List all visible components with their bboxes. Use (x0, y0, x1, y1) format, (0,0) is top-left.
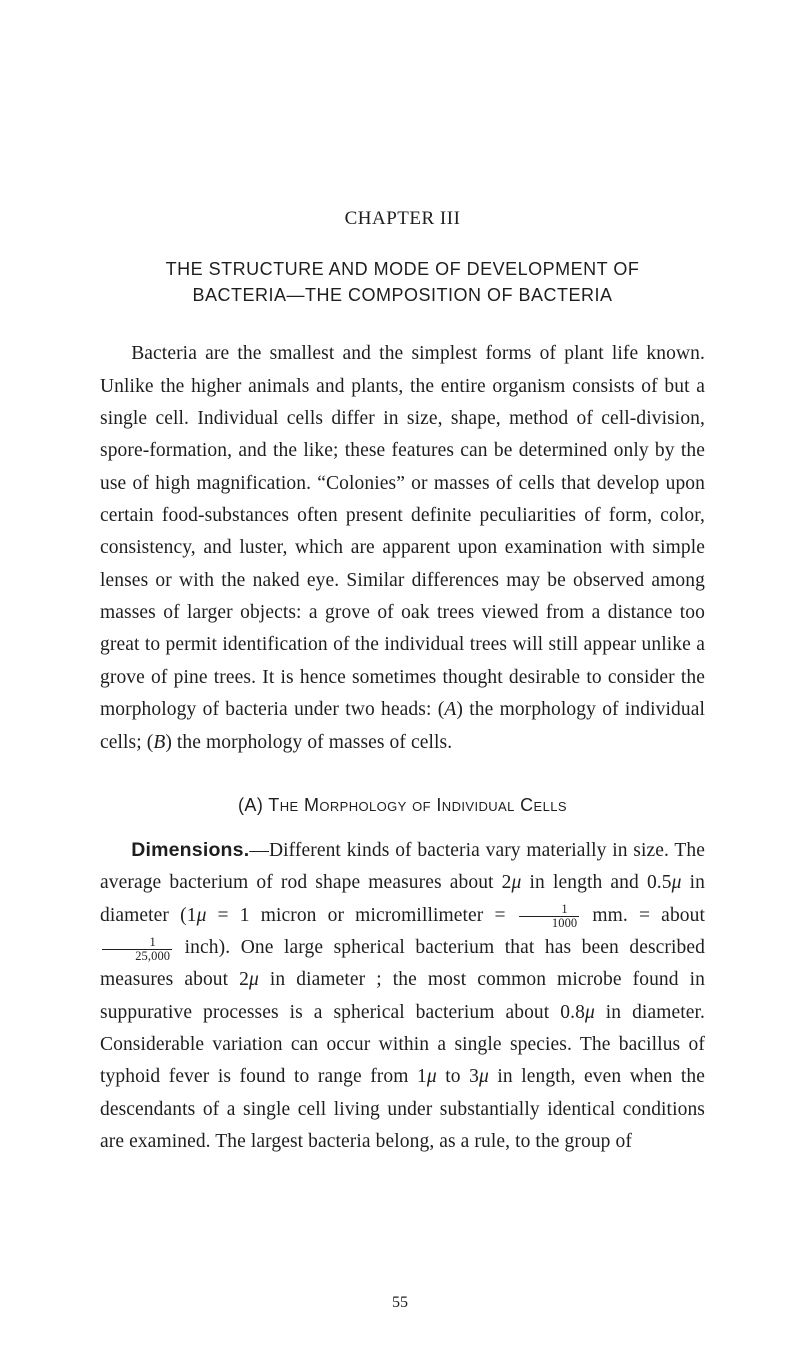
fraction-1-25000: 125,000 (100, 936, 174, 963)
frac2-num: 1 (102, 936, 172, 950)
frac1-num: 1 (519, 903, 580, 917)
mu-5: μ (585, 1002, 595, 1023)
italic-a: A (444, 699, 456, 720)
p2-seg4: = 1 micron or micromillimeter = (206, 905, 516, 926)
chapter-title-line1: THE STRUCTURE AND MODE OF DEVELOPMENT OF (166, 259, 640, 279)
dimensions-paragraph: Dimensions.—Different kinds of bacteria … (100, 834, 705, 1159)
chapter-title-line2: BACTERIA—THE COMPOSITION OF BACTERIA (192, 285, 612, 305)
mu-2: μ (672, 872, 682, 893)
italic-b: B (153, 732, 165, 753)
page-number: 55 (0, 1294, 800, 1312)
chapter-title: THE STRUCTURE AND MODE OF DEVELOPMENT OF… (100, 256, 705, 308)
mu-6: μ (427, 1066, 437, 1087)
mu-3: μ (197, 905, 207, 926)
mu-4: μ (249, 969, 259, 990)
p2-seg2: in length and 0.5 (521, 872, 671, 893)
mu-7: μ (479, 1066, 489, 1087)
runin-heading: Dimensions. (131, 839, 249, 861)
p2-seg9: to 3 (437, 1066, 479, 1087)
fraction-1-1000: 11000 (517, 903, 582, 930)
para1-seg-c: ) the morphology of masses of cells. (165, 732, 452, 753)
intro-paragraph: Bacteria are the smallest and the simple… (100, 338, 705, 759)
mu-1: μ (512, 872, 522, 893)
frac1-den: 1000 (519, 917, 580, 930)
p2-seg5: mm. = about (581, 905, 705, 926)
frac2-den: 25,000 (102, 950, 172, 963)
chapter-label: CHAPTER III (100, 208, 705, 230)
para1-seg-a: Bacteria are the smallest and the simple… (100, 343, 705, 720)
section-heading: (A) The Morphology of Individual Cells (100, 795, 705, 816)
